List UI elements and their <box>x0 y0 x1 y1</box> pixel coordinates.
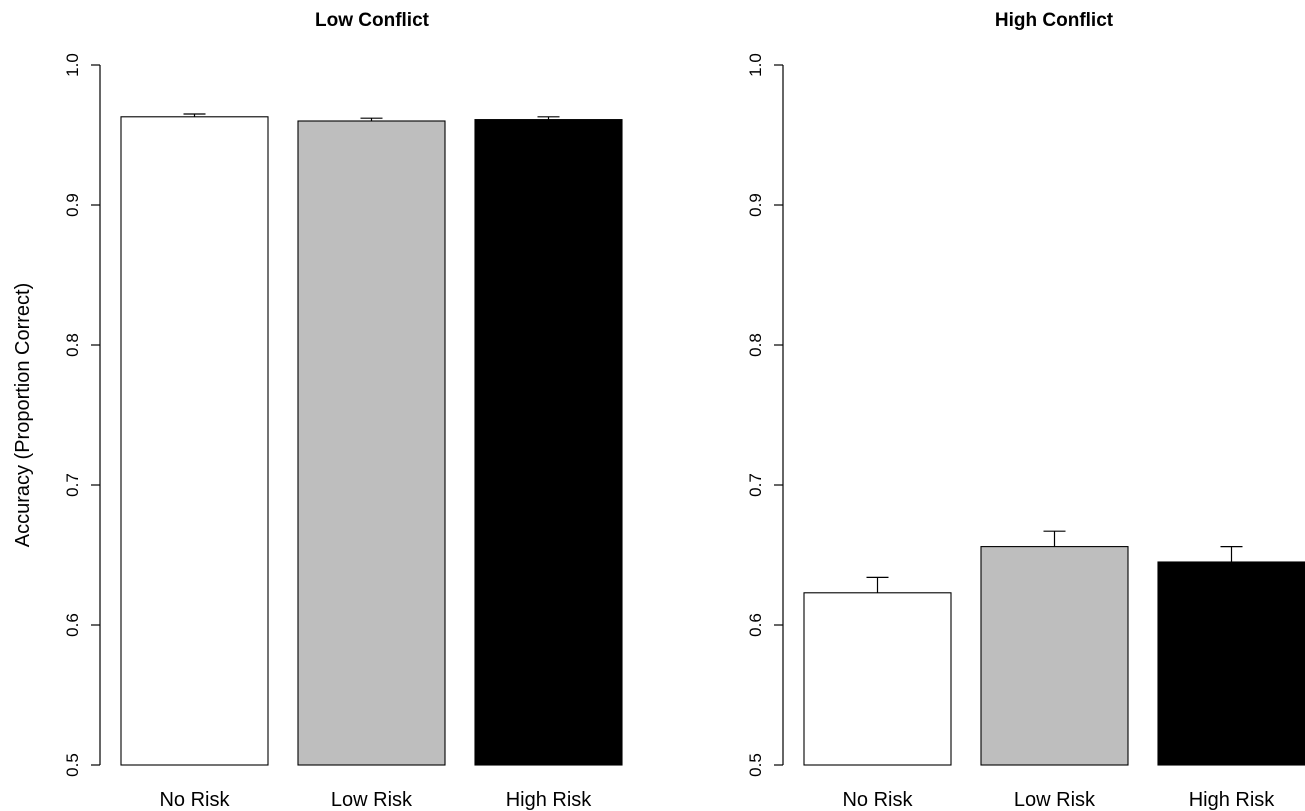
panel-high-conflict: High Conflict 0.5 0.6 0.7 0.8 0.9 1.0 No Risk… <box>746 10 1305 811</box>
y-ticks: 0.5 0.6 0.7 0.8 0.9 1.0 <box>746 53 783 777</box>
y-tick-label: 0.7 <box>63 473 82 497</box>
x-category-label: Low Risk <box>331 789 413 811</box>
bar <box>297 120 446 766</box>
x-category-label: No Risk <box>842 789 913 811</box>
x-labels: No Risk Low Risk High Risk <box>842 789 1275 811</box>
x-category-label: High Risk <box>1189 789 1276 811</box>
y-tick-label: 1.0 <box>746 53 765 77</box>
bar <box>120 116 269 766</box>
y-axis-label: Accuracy (Proportion Correct) <box>12 283 34 548</box>
y-tick-label: 1.0 <box>63 53 82 77</box>
bar <box>1157 561 1305 766</box>
x-category-label: High Risk <box>506 789 593 811</box>
y-tick-label: 0.5 <box>746 753 765 777</box>
bars <box>120 113 623 766</box>
bars <box>803 530 1305 766</box>
bar <box>803 592 952 766</box>
y-tick-label: 0.6 <box>746 613 765 637</box>
panel-title: High Conflict <box>995 10 1114 31</box>
y-ticks: 0.5 0.6 0.7 0.8 0.9 1.0 <box>63 53 100 777</box>
x-labels: No Risk Low Risk High Risk <box>159 789 592 811</box>
y-tick-label: 0.6 <box>63 613 82 637</box>
panel-title: Low Conflict <box>315 10 430 31</box>
y-tick-label: 0.5 <box>63 753 82 777</box>
x-category-label: No Risk <box>159 789 230 811</box>
y-tick-label: 0.9 <box>63 193 82 217</box>
x-category-label: Low Risk <box>1014 789 1096 811</box>
y-tick-label: 0.8 <box>63 333 82 357</box>
panel-low-conflict: Low Conflict 0.5 0.6 0.7 0.8 0.9 1.0 No Risk L… <box>63 10 623 811</box>
y-tick-label: 0.9 <box>746 193 765 217</box>
y-tick-label: 0.7 <box>746 473 765 497</box>
bar <box>980 546 1129 766</box>
bar <box>474 119 623 766</box>
y-tick-label: 0.8 <box>746 333 765 357</box>
